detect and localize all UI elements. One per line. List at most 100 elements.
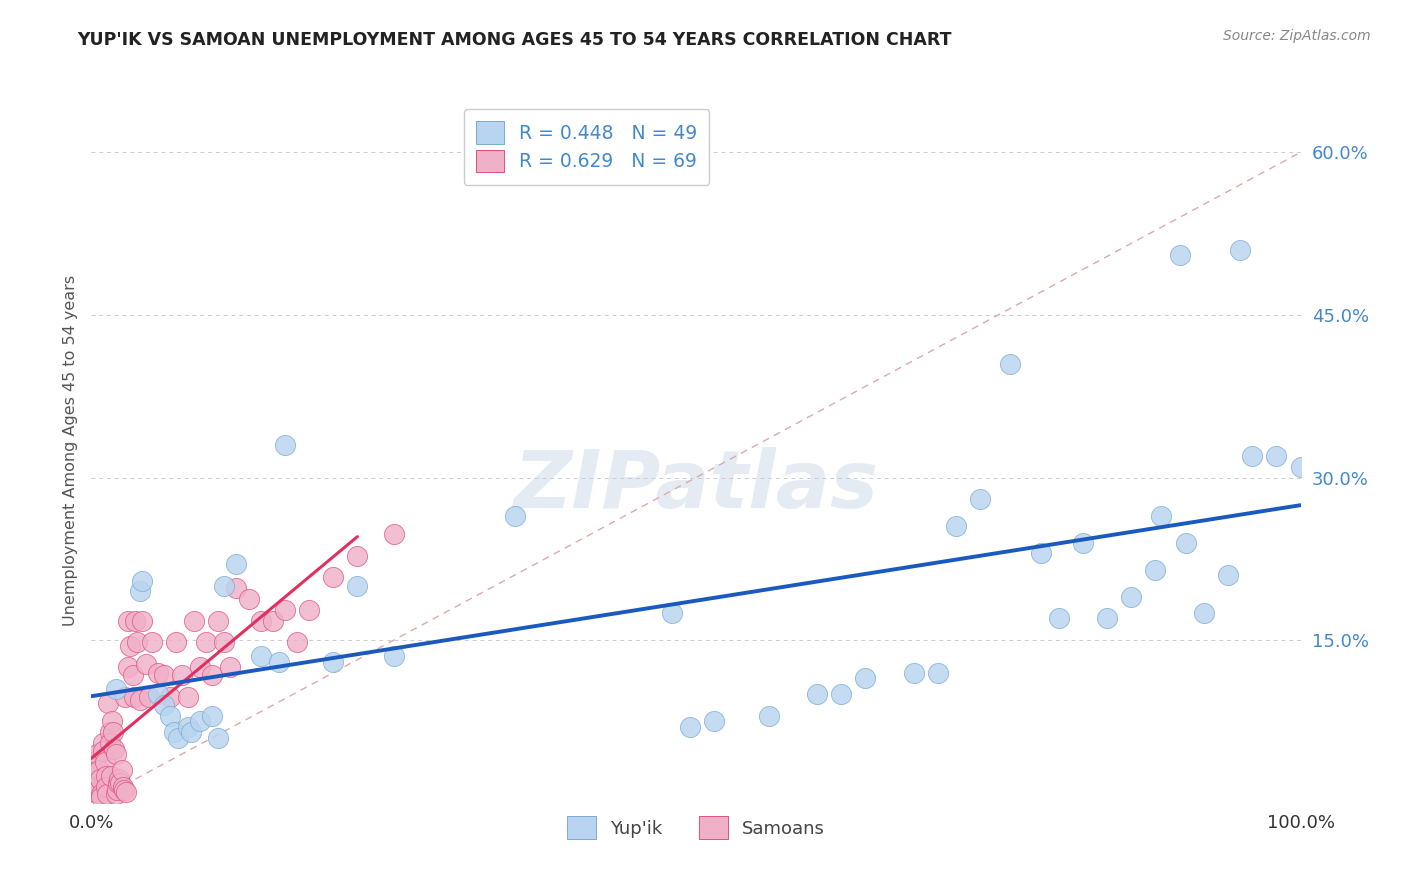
Point (703, 714, 725, 729)
Point (1150, 508, 1173, 523)
Point (969, 492, 991, 507)
Point (806, 687, 828, 701)
Point (121, 668, 143, 682)
Point (322, 655, 344, 669)
Point (162, 725, 184, 739)
Point (90, 790, 112, 805)
Point (945, 519, 967, 533)
Point (195, 635, 218, 649)
Point (114, 690, 136, 704)
Point (98, 725, 121, 739)
Point (93, 755, 115, 769)
Point (153, 668, 176, 682)
Point (679, 720, 702, 734)
Point (86, 747, 108, 761)
Point (131, 614, 153, 628)
Point (219, 660, 242, 674)
Point (146, 687, 169, 701)
Point (117, 660, 139, 674)
Point (93, 736, 115, 750)
Point (135, 657, 157, 671)
Point (100, 769, 122, 783)
Point (1192, 606, 1215, 620)
Point (1229, 243, 1251, 257)
Point (104, 787, 127, 801)
Point (180, 725, 202, 739)
Point (127, 635, 149, 649)
Point (90, 787, 112, 801)
Point (1241, 449, 1264, 463)
Point (104, 747, 127, 761)
Point (382, 649, 405, 664)
Point (661, 606, 683, 620)
Point (115, 785, 138, 799)
Point (201, 668, 224, 682)
Point (214, 635, 236, 649)
Point (128, 584, 150, 599)
Point (298, 603, 321, 617)
Point (103, 741, 125, 756)
Point (94, 780, 117, 794)
Point (346, 579, 368, 593)
Point (1029, 546, 1052, 560)
Point (214, 579, 236, 593)
Point (267, 655, 290, 669)
Point (249, 614, 271, 628)
Point (111, 764, 132, 778)
Point (122, 690, 145, 704)
Point (141, 635, 163, 649)
Point (87, 764, 110, 778)
Point (80, 776, 103, 790)
Point (177, 720, 200, 734)
Point (108, 772, 131, 786)
Legend: Yup'ik, Samoans: Yup'ik, Samoans (560, 809, 832, 847)
Point (1174, 535, 1197, 549)
Point (262, 614, 284, 628)
Point (238, 592, 260, 607)
Point (120, 639, 142, 653)
Point (131, 574, 153, 588)
Point (146, 665, 169, 680)
Point (188, 714, 211, 729)
Point (1000, 357, 1022, 371)
Point (830, 687, 852, 701)
Point (167, 731, 190, 745)
Point (117, 614, 139, 628)
Point (225, 558, 247, 572)
Point (1289, 459, 1312, 474)
Text: Source: ZipAtlas.com: Source: ZipAtlas.com (1223, 29, 1371, 43)
Point (274, 603, 297, 617)
Point (225, 581, 247, 595)
Point (128, 693, 150, 707)
Point (1121, 590, 1143, 604)
Point (1265, 449, 1288, 463)
Point (165, 635, 187, 649)
Point (322, 570, 344, 584)
Point (285, 635, 308, 649)
Y-axis label: Unemployment Among Ages 45 to 54 years: Unemployment Among Ages 45 to 54 years (62, 275, 77, 626)
Point (89, 772, 111, 786)
Point (249, 649, 271, 664)
Point (1168, 248, 1191, 262)
Text: ZIPatlas: ZIPatlas (513, 447, 879, 524)
Point (903, 665, 925, 680)
Point (153, 698, 176, 713)
Point (84, 780, 107, 794)
Point (97, 696, 120, 710)
Point (124, 614, 146, 628)
Point (159, 709, 181, 723)
Point (105, 782, 128, 797)
Point (94, 769, 117, 783)
Point (758, 709, 780, 723)
Point (84, 785, 107, 799)
Point (183, 614, 205, 628)
Point (111, 780, 134, 794)
Point (927, 665, 949, 680)
Point (1047, 611, 1070, 625)
Point (346, 549, 368, 563)
Point (503, 508, 526, 523)
Point (112, 782, 135, 797)
Point (159, 690, 181, 704)
Point (110, 776, 132, 790)
Point (107, 776, 129, 790)
